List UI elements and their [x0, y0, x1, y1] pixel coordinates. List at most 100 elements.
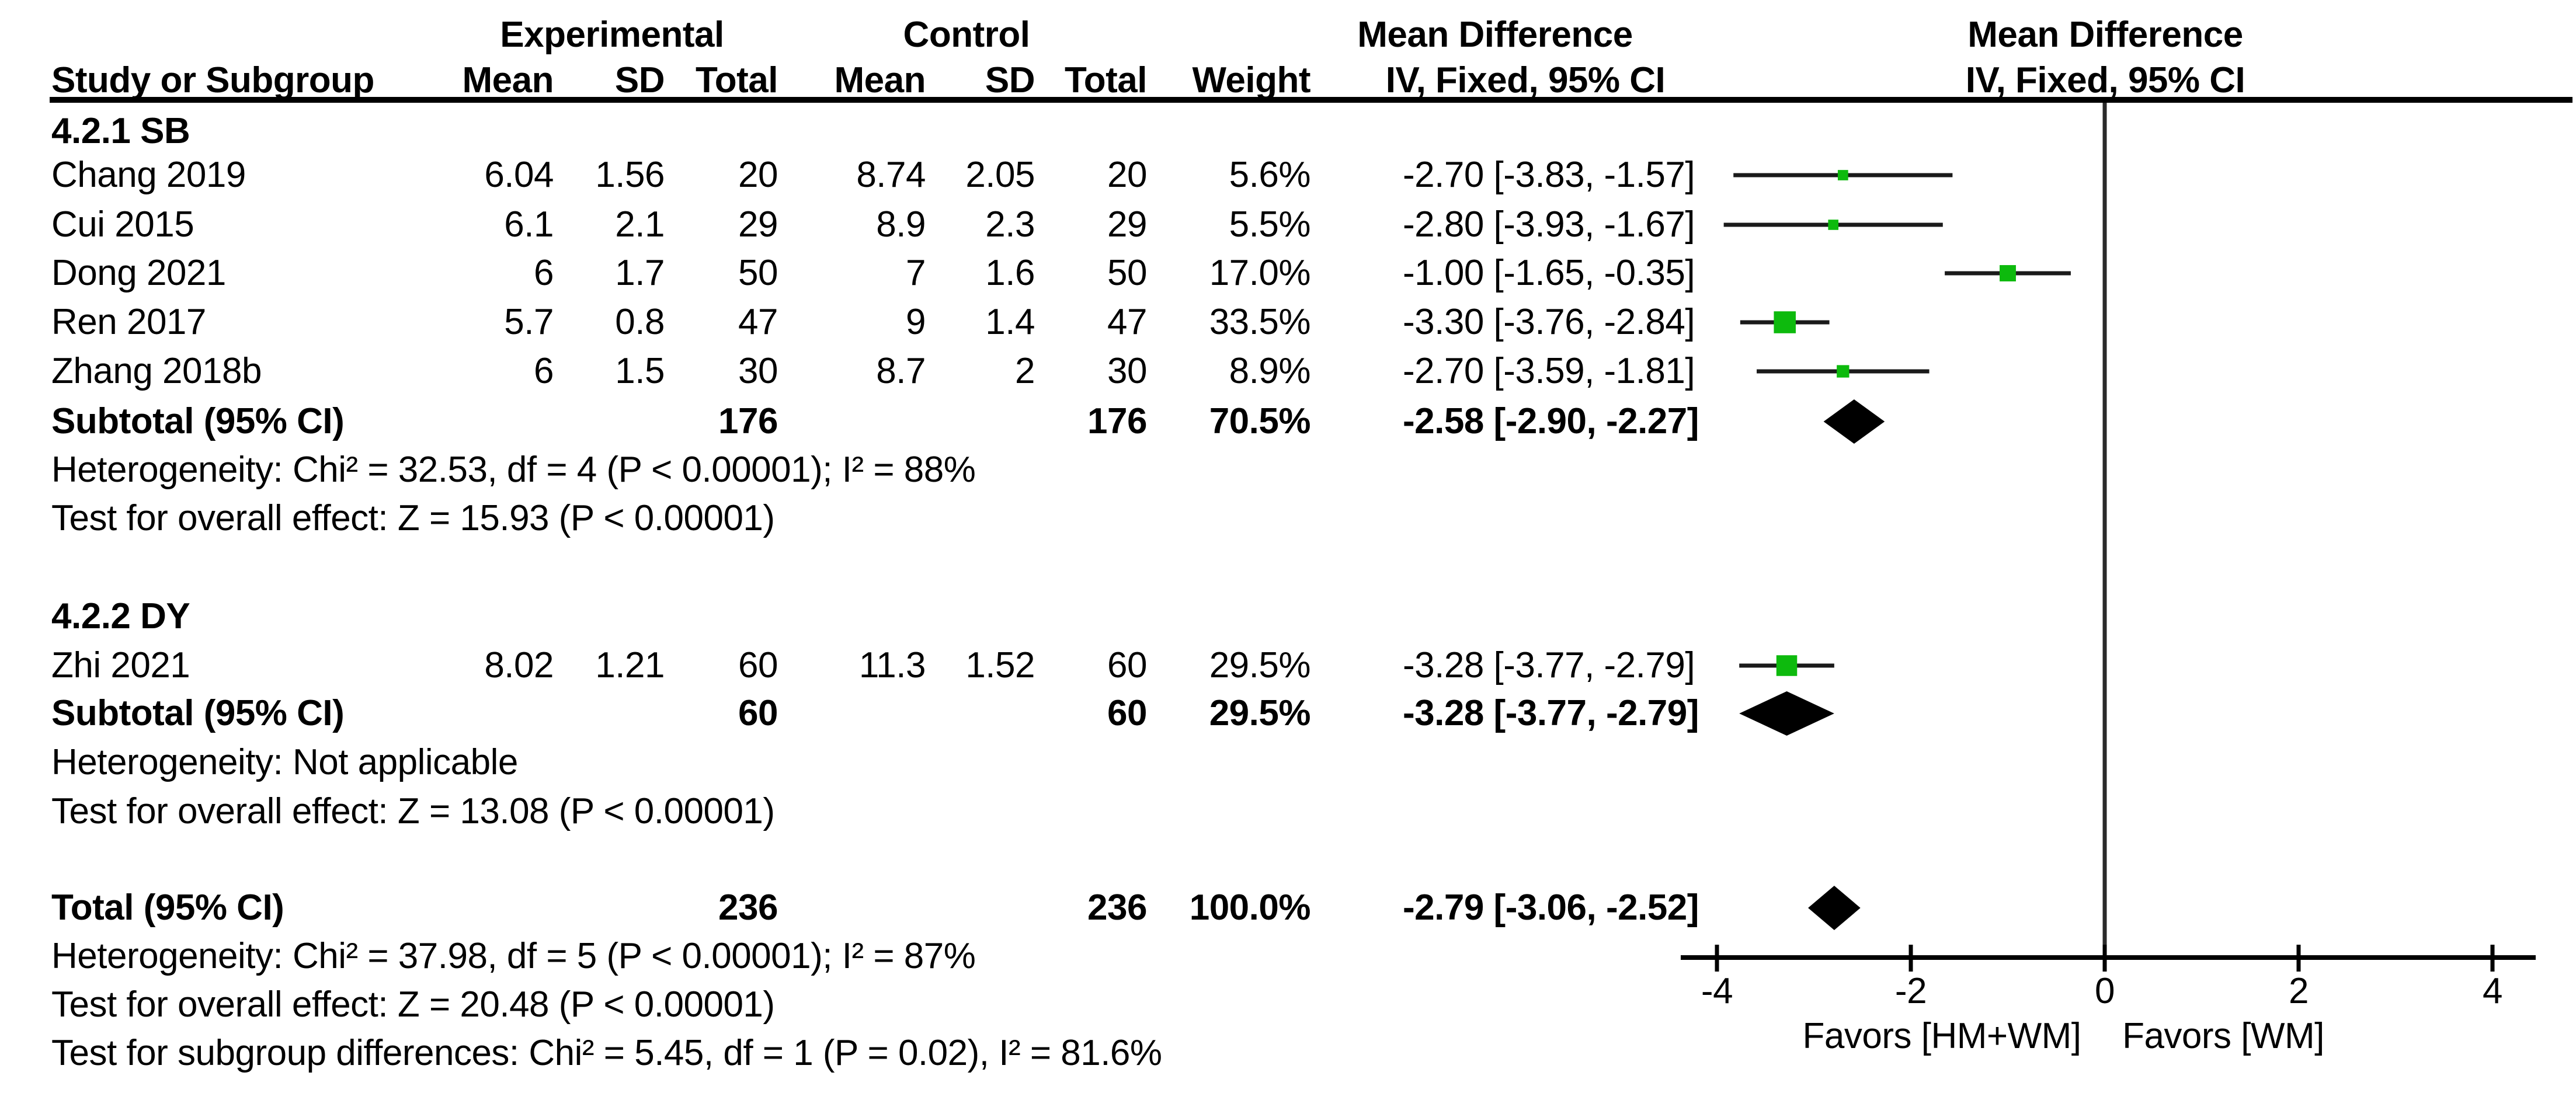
study-label: Zhi 2021	[51, 645, 190, 685]
study-label: Dong 2021	[51, 253, 226, 293]
group-header-mean-difference-right: Mean Difference	[1967, 15, 2243, 55]
subtotal-cell-ci_text: -3.28 [-3.77, -2.79]	[1403, 693, 1699, 733]
column-header-iv-right: IV, Fixed, 95% CI	[1965, 60, 2245, 100]
study-label: Cui 2015	[51, 204, 194, 245]
cell-sd_e: 1.7	[615, 253, 665, 293]
subtotal-cell-weight: 70.5%	[1209, 401, 1311, 441]
cell-sd_c: 1.4	[985, 302, 1035, 342]
cell-weight: 5.6%	[1229, 155, 1311, 195]
favors-left-label: Favors [HM+WM]	[1802, 1016, 2081, 1056]
cell-total_c: 47	[1107, 302, 1147, 342]
cell-mean_e: 6.1	[504, 204, 554, 245]
column-header-sd_e: SD	[614, 60, 665, 100]
cell-mean_c: 11.3	[858, 645, 926, 685]
cell-sd_e: 1.21	[595, 645, 665, 685]
axis-line	[1681, 955, 2536, 960]
cell-sd_e: 2.1	[615, 204, 665, 245]
cell-mean_c: 9	[906, 302, 926, 342]
column-header-weight: Weight	[1192, 60, 1311, 100]
axis-tick-label: 0	[2095, 971, 2115, 1011]
cell-mean_e: 6	[534, 253, 554, 293]
axis-tick-label: 4	[2483, 971, 2502, 1011]
subtotal-label: Subtotal (95% CI)	[51, 693, 345, 733]
cell-weight: 5.5%	[1229, 204, 1311, 245]
cell-mean_c: 8.74	[856, 155, 926, 195]
cell-total_e: 60	[738, 645, 778, 685]
subtotal-label: Subtotal (95% CI)	[51, 401, 345, 441]
column-header-mean_e: Mean	[462, 60, 554, 100]
total-diamond	[1808, 886, 1861, 930]
total-overall-effect-note: Test for overall effect: Z = 20.48 (P < …	[51, 984, 775, 1025]
effect-size-square	[2000, 265, 2016, 281]
cell-total_c: 29	[1107, 204, 1147, 245]
subgroup-title: 4.2.1 SB	[51, 111, 190, 151]
cell-mean_e: 6.04	[484, 155, 554, 195]
cell-ci_text: -1.00 [-1.65, -0.35]	[1403, 253, 1695, 293]
total-heterogeneity-note: Heterogeneity: Chi² = 37.98, df = 5 (P <…	[51, 936, 976, 976]
subtotal-cell-total_c: 60	[1107, 693, 1147, 733]
overall-effect-note: Test for overall effect: Z = 13.08 (P < …	[51, 791, 775, 831]
axis-tick	[1908, 945, 1913, 972]
subgroup-differences-note: Test for subgroup differences: Chi² = 5.…	[51, 1033, 1162, 1073]
axis-tick-label: 2	[2289, 971, 2309, 1011]
cell-ci_text: -3.30 [-3.76, -2.84]	[1403, 302, 1695, 342]
study-label: Zhang 2018b	[51, 351, 262, 391]
cell-mean_c: 8.7	[876, 351, 926, 391]
effect-size-square	[1776, 655, 1798, 676]
column-header-total_e: Total	[696, 60, 778, 100]
cell-ci_text: -2.70 [-3.83, -1.57]	[1403, 155, 1695, 195]
cell-mean_c: 8.9	[876, 204, 926, 245]
column-header-total_c: Total	[1065, 60, 1148, 100]
subtotal-cell-total_c: 176	[1087, 401, 1147, 441]
cell-total_c: 20	[1107, 155, 1147, 195]
cell-total_c: 30	[1107, 351, 1147, 391]
total-cell-weight: 100.0%	[1189, 887, 1311, 928]
cell-ci_text: -2.80 [-3.93, -1.67]	[1403, 204, 1695, 245]
heterogeneity-note: Heterogeneity: Not applicable	[51, 742, 518, 782]
cell-mean_e: 6	[534, 351, 554, 391]
subtotal-diamond	[1739, 691, 1834, 736]
total-cell-ci_text: -2.79 [-3.06, -2.52]	[1403, 887, 1699, 928]
study-label: Chang 2019	[51, 155, 246, 195]
cell-sd_c: 2.3	[985, 204, 1035, 245]
cell-mean_e: 5.7	[504, 302, 554, 342]
cell-total_c: 60	[1107, 645, 1147, 685]
total-cell-total_e: 236	[718, 887, 778, 928]
subtotal-cell-weight: 29.5%	[1209, 693, 1311, 733]
cell-total_e: 47	[738, 302, 778, 342]
column-header-sd_c: SD	[985, 60, 1035, 100]
cell-sd_c: 1.6	[985, 253, 1035, 293]
axis-tick	[2102, 945, 2107, 972]
group-header-mean-difference-left: Mean Difference	[1357, 15, 1633, 55]
cell-total_e: 29	[738, 204, 778, 245]
axis-tick	[2490, 945, 2495, 972]
cell-sd_e: 0.8	[615, 302, 665, 342]
subtotal-diamond	[1823, 399, 1885, 444]
column-header-study: Study or Subgroup	[51, 60, 374, 100]
cell-weight: 8.9%	[1229, 351, 1311, 391]
zero-line	[2102, 103, 2107, 958]
header-underline	[50, 97, 2572, 103]
total-label: Total (95% CI)	[51, 887, 284, 928]
group-header-control: Control	[903, 15, 1030, 55]
column-header-iv-left: IV, Fixed, 95% CI	[1385, 60, 1666, 100]
effect-size-square	[1837, 170, 1848, 180]
cell-ci_text: -2.70 [-3.59, -1.81]	[1403, 351, 1695, 391]
cell-sd_e: 1.5	[615, 351, 665, 391]
subtotal-cell-ci_text: -2.58 [-2.90, -2.27]	[1403, 401, 1699, 441]
cell-weight: 17.0%	[1209, 253, 1311, 293]
column-header-mean_c: Mean	[834, 60, 926, 100]
cell-weight: 33.5%	[1209, 302, 1311, 342]
cell-mean_e: 8.02	[484, 645, 554, 685]
axis-tick	[1715, 945, 1719, 972]
cell-sd_c: 2	[1015, 351, 1035, 391]
effect-size-square	[1774, 311, 1796, 333]
cell-weight: 29.5%	[1209, 645, 1311, 685]
overall-effect-note: Test for overall effect: Z = 15.93 (P < …	[51, 498, 775, 538]
cell-ci_text: -3.28 [-3.77, -2.79]	[1403, 645, 1695, 685]
total-cell-total_c: 236	[1087, 887, 1147, 928]
effect-size-square	[1828, 220, 1839, 230]
subtotal-cell-total_e: 176	[718, 401, 778, 441]
